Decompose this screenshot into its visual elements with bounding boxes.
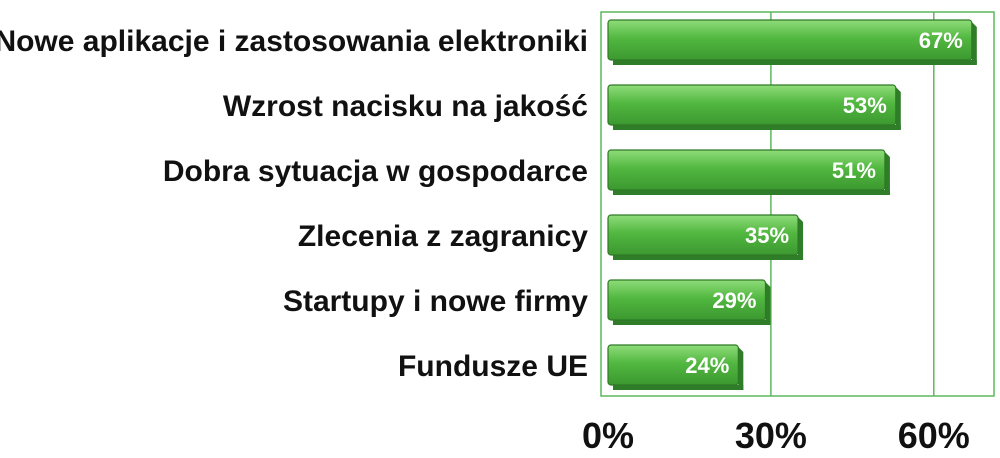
bar <box>607 214 804 260</box>
bar-end-face <box>884 152 890 195</box>
bar-bottom-face <box>613 385 744 390</box>
bar-front <box>607 149 886 191</box>
bar <box>607 84 901 130</box>
gridlines <box>770 12 935 396</box>
value-label: 24% <box>685 353 729 378</box>
value-label: 29% <box>712 288 756 313</box>
category-label: Startupy i nowe firmy <box>283 285 588 318</box>
bar <box>607 279 771 325</box>
bar-end-face <box>971 22 977 65</box>
bar-end-face <box>798 217 804 260</box>
bar-front <box>607 84 897 126</box>
bar <box>607 19 977 65</box>
bar <box>607 344 744 390</box>
bar-bottom-face <box>613 60 977 65</box>
bar-front <box>607 279 767 321</box>
x-axis-tick-labels: 0% 30% 60% <box>582 415 970 456</box>
x-tick-label: 60% <box>898 415 970 456</box>
bar-end-face <box>895 87 901 130</box>
bar-bottom-face <box>613 125 901 130</box>
value-label: 53% <box>843 93 887 118</box>
value-label: 35% <box>745 223 789 248</box>
category-label: Wzrost nacisku na jakość <box>223 90 588 123</box>
category-labels: Nowe aplikacje i zastosowania elektronik… <box>0 25 588 383</box>
bar-front <box>607 344 739 386</box>
category-label: Fundusze UE <box>398 350 588 383</box>
bars <box>607 19 977 390</box>
value-label: 67% <box>919 28 963 53</box>
bar-bottom-face <box>613 320 771 325</box>
value-labels: 67% 53% 51% 35% 29% 24% <box>685 28 963 378</box>
value-label: 51% <box>832 158 876 183</box>
bar-front <box>607 214 799 256</box>
bar-front <box>607 19 973 61</box>
x-tick-label: 0% <box>582 415 634 456</box>
category-label: Nowe aplikacje i zastosowania elektronik… <box>0 25 588 58</box>
bar-bottom-face <box>613 190 890 195</box>
plot-border <box>600 11 995 397</box>
category-label: Dobra sytuacja w gospodarce <box>163 155 588 188</box>
bar-bottom-face <box>613 255 804 260</box>
plot-area <box>600 11 995 397</box>
bar-end-face <box>765 282 771 325</box>
bar-end-face <box>738 347 744 390</box>
x-tick-label: 30% <box>735 415 807 456</box>
category-label: Zlecenia z zagranicy <box>298 220 588 253</box>
bar <box>607 149 890 195</box>
